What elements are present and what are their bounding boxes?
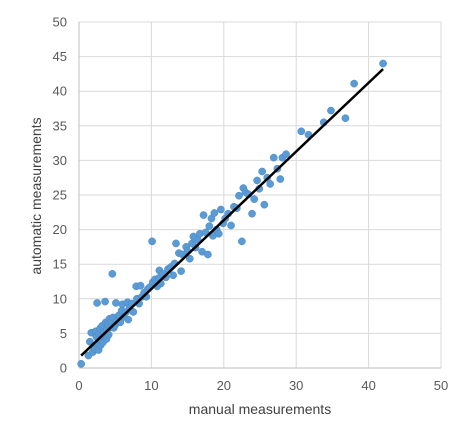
x-tick-label: 20 — [217, 378, 231, 393]
data-point — [260, 200, 269, 209]
data-point — [185, 254, 194, 263]
data-point — [108, 270, 117, 278]
x-tick-label: 30 — [289, 378, 303, 393]
data-point — [169, 271, 177, 280]
y-axis-title: automatic measurements — [28, 117, 44, 274]
y-tick-label: 40 — [53, 84, 67, 99]
data-point — [217, 205, 225, 214]
data-point — [205, 222, 214, 230]
data-point — [350, 79, 358, 88]
data-point — [214, 229, 223, 238]
data-point — [341, 114, 350, 123]
data-point — [148, 237, 156, 246]
y-tick-label: 15 — [53, 257, 67, 272]
y-tick-label: 25 — [53, 188, 67, 203]
data-point — [276, 175, 285, 183]
data-point — [101, 297, 109, 306]
data-point — [227, 221, 235, 230]
y-tick-label: 45 — [53, 49, 67, 64]
data-point — [258, 167, 267, 176]
data-point — [199, 211, 208, 219]
data-point — [204, 250, 212, 259]
data-point — [104, 330, 113, 339]
y-tick-label: 50 — [53, 15, 67, 30]
x-tick-label: 10 — [144, 378, 158, 393]
trendline-layer — [80, 68, 384, 357]
data-point — [172, 239, 180, 248]
data-point — [93, 299, 101, 307]
data-point — [112, 299, 120, 307]
tick-labels: 0 5 10 15 20 25 30 35 40 45 50 0 10 20 30 40 50 — [53, 15, 449, 394]
data-point — [266, 180, 274, 188]
data-point — [253, 176, 261, 185]
data-point — [327, 106, 335, 115]
data-point — [297, 127, 306, 136]
data-point — [238, 237, 246, 246]
data-point — [77, 359, 86, 368]
data-point — [177, 267, 185, 275]
y-tick-label: 35 — [53, 118, 67, 133]
y-tick-label: 10 — [53, 291, 67, 306]
y-tick-label: 30 — [53, 153, 67, 168]
data-point — [136, 281, 145, 290]
data-point — [124, 315, 133, 324]
data-point — [250, 195, 259, 204]
data-point — [248, 209, 256, 218]
data-point — [235, 191, 243, 200]
y-tick-label: 20 — [53, 222, 67, 237]
x-tick-label: 0 — [75, 378, 82, 393]
data-point — [379, 59, 387, 68]
x-tick-label: 50 — [434, 378, 448, 393]
x-axis-title: manual measurements — [189, 401, 331, 417]
axes — [78, 22, 441, 369]
gridlines — [79, 21, 442, 368]
data-point — [269, 153, 278, 162]
data-point — [282, 150, 290, 159]
y-tick-label: 0 — [60, 361, 67, 376]
x-tick-label: 40 — [361, 378, 375, 393]
data-point — [210, 209, 219, 217]
y-tick-label: 5 — [60, 326, 67, 341]
trendline — [80, 68, 384, 357]
data-point — [129, 308, 138, 316]
